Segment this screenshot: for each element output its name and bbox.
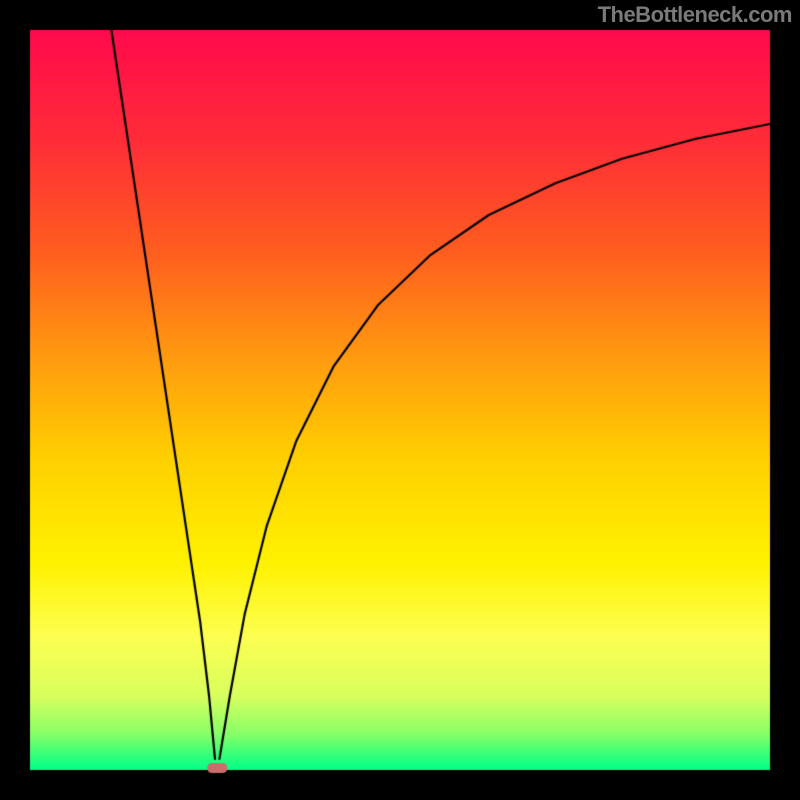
watermark-text: TheBottleneck.com: [598, 2, 792, 28]
chart-container: TheBottleneck.com: [0, 0, 800, 800]
bottleneck-chart-canvas: [0, 0, 800, 800]
